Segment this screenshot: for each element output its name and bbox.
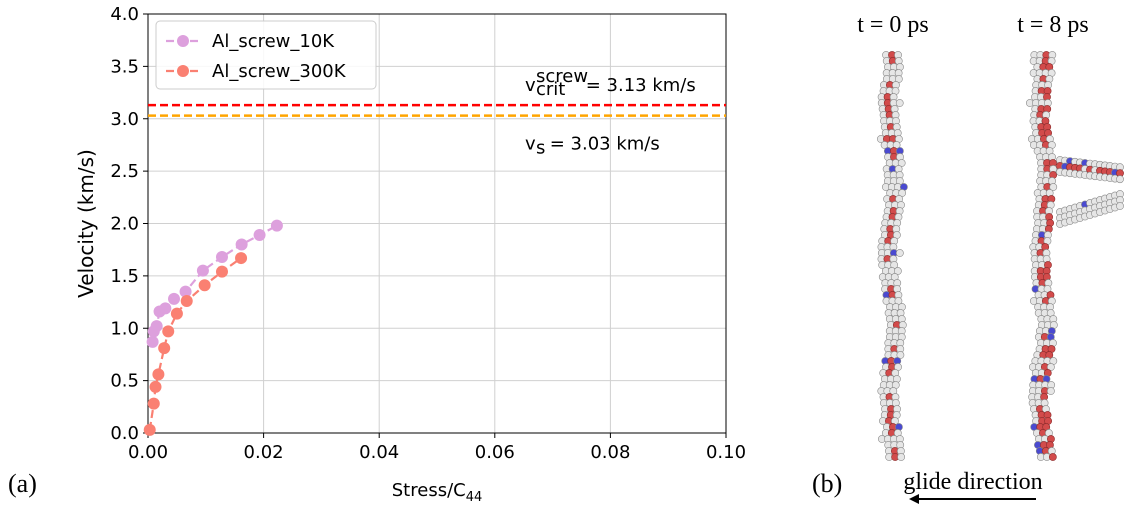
data-point (158, 342, 171, 355)
atom (893, 267, 902, 275)
data-point (253, 229, 266, 242)
atom (897, 453, 906, 461)
atom (1116, 175, 1124, 184)
atom-snapshots (877, 51, 1124, 461)
plot-frame (147, 13, 727, 434)
atom (895, 99, 904, 107)
data-point (198, 279, 211, 292)
snapshot-time: t = 8 ps (1017, 12, 1089, 38)
x-axis-label: Stress/C44 (392, 480, 483, 505)
x-tick-label: 0.02 (244, 442, 284, 463)
data-point (162, 325, 175, 338)
data-point (149, 380, 162, 393)
legend-label: Al_screw_300K (212, 61, 347, 82)
data-point (146, 335, 159, 348)
x-tick-label: 0.06 (475, 442, 515, 463)
data-point (152, 368, 165, 381)
legend-label: Al_screw_10K (212, 31, 335, 52)
annotation: = 3.03 km/s (544, 134, 660, 155)
x-tick-label: 0.10 (706, 442, 746, 463)
annotation: screw (536, 66, 588, 87)
y-tick-label: 0.0 (110, 423, 139, 444)
data-point (215, 265, 228, 278)
data-point (150, 320, 163, 333)
x-tick-label: 0.04 (359, 442, 399, 463)
y-tick-label: 1.5 (110, 266, 139, 287)
annotation: s (536, 138, 545, 159)
atom (896, 351, 905, 359)
legend-marker (177, 65, 189, 77)
data-point (143, 423, 156, 436)
y-tick-label: 2.5 (110, 161, 139, 182)
caption: glide direction (903, 469, 1042, 495)
atom (1048, 453, 1057, 461)
data-point (147, 397, 160, 410)
annotation: = 3.13 km/s (580, 75, 696, 96)
atom (1116, 202, 1124, 210)
data-point (215, 251, 228, 264)
y-tick-label: 1.0 (110, 318, 139, 339)
data-point (168, 292, 181, 305)
y-tick-label: 4.0 (110, 4, 139, 25)
data-point (196, 264, 209, 277)
data-point (159, 302, 172, 315)
data-point (180, 295, 193, 308)
data-point (170, 307, 183, 320)
atom (1046, 387, 1055, 395)
annotation: crit (536, 79, 565, 100)
x-tick-label: 0.00 (128, 442, 168, 463)
data-point (235, 252, 248, 265)
data-point (270, 219, 283, 232)
y-axis-label: Velocity (km/s) (74, 149, 98, 298)
data-point (179, 285, 192, 298)
annotation: v (525, 75, 536, 96)
atom (895, 249, 904, 257)
data-point (235, 238, 248, 251)
y-tick-label: 3.0 (110, 109, 139, 130)
y-tick-label: 0.5 (110, 371, 139, 392)
atom (1046, 363, 1055, 371)
y-tick-label: 3.5 (110, 56, 139, 77)
legend-marker (177, 35, 189, 47)
annotation: v (525, 134, 536, 155)
x-tick-label: 0.08 (590, 442, 630, 463)
snapshot-time: t = 0 ps (857, 12, 929, 38)
y-tick-label: 2.0 (110, 214, 139, 235)
atom (1049, 183, 1058, 191)
panel-label: (b) (812, 469, 842, 498)
panel-label: (a) (8, 469, 37, 498)
arrow-head (909, 494, 919, 504)
legend-box (155, 20, 377, 90)
series-line (151, 224, 278, 342)
